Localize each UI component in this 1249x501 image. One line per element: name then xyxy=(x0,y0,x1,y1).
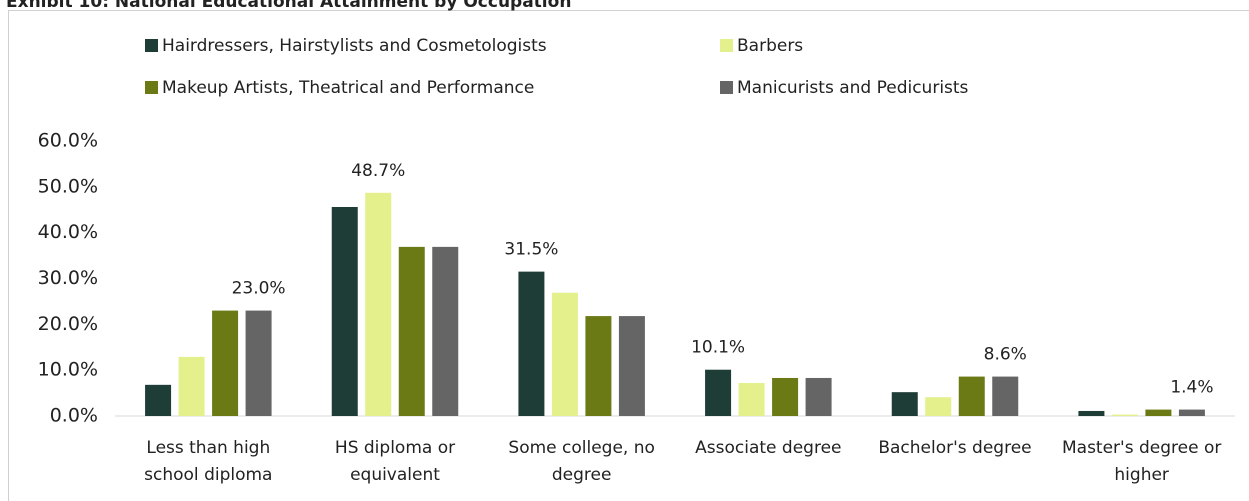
bar xyxy=(145,384,172,416)
bar xyxy=(398,246,425,416)
data-label: 1.4% xyxy=(1170,378,1213,398)
bar xyxy=(1178,409,1205,416)
y-tick-label: 0.0% xyxy=(50,405,98,427)
y-tick-label: 40.0% xyxy=(38,221,98,243)
bar xyxy=(212,310,239,416)
legend-swatch xyxy=(720,81,733,94)
legend-swatch xyxy=(145,81,158,94)
bar xyxy=(1111,414,1138,416)
bar xyxy=(551,292,578,416)
x-tick-label: Master's degree or higher xyxy=(1062,438,1221,485)
data-label: 10.1% xyxy=(691,338,745,358)
legend-swatch xyxy=(145,39,158,52)
bar xyxy=(891,392,918,416)
bar xyxy=(618,316,645,416)
bar xyxy=(365,192,392,416)
x-tick-label: Bachelor's degree xyxy=(878,438,1031,458)
data-label: 48.7% xyxy=(351,161,405,181)
y-tick-label: 20.0% xyxy=(38,313,98,335)
bar xyxy=(705,369,732,416)
bar xyxy=(1078,410,1105,416)
legend-label: Hairdressers, Hairstylists and Cosmetolo… xyxy=(162,36,547,56)
bar xyxy=(772,377,799,416)
bar xyxy=(585,316,612,416)
chart-title: Exhibit 10: National Educational Attainm… xyxy=(6,0,571,12)
bar xyxy=(958,376,985,416)
x-tick-label-line: school diploma xyxy=(144,465,272,485)
x-tick-label-line: equivalent xyxy=(350,465,440,485)
data-label: 8.6% xyxy=(984,345,1027,365)
bar xyxy=(925,397,952,416)
x-tick-label: Some college, no degree xyxy=(508,438,655,485)
data-label: 31.5% xyxy=(504,240,558,260)
bar xyxy=(432,246,459,416)
y-tick-label: 30.0% xyxy=(38,267,98,289)
x-tick-label-line: Less than high xyxy=(146,438,270,458)
bar xyxy=(805,377,832,416)
bar xyxy=(331,207,358,416)
data-label: 23.0% xyxy=(232,279,286,299)
x-tick-label-line: degree xyxy=(552,465,612,485)
legend-label: Makeup Artists, Theatrical and Performan… xyxy=(162,78,534,98)
x-tick-label-line: Master's degree or xyxy=(1062,438,1221,458)
chart-border xyxy=(8,10,1249,501)
legend-swatch xyxy=(720,39,733,52)
y-tick-label: 10.0% xyxy=(38,359,98,381)
y-tick-label: 60.0% xyxy=(38,130,98,152)
x-tick-label-line: HS diploma or xyxy=(335,438,455,458)
bar xyxy=(992,376,1019,416)
x-tick-label-line: Some college, no xyxy=(508,438,655,458)
x-tick-label: HS diploma or equivalent xyxy=(335,438,455,485)
x-tick-label-line: higher xyxy=(1114,465,1169,485)
bar xyxy=(178,356,205,416)
bar xyxy=(1145,409,1172,416)
bar xyxy=(245,310,272,416)
x-tick-label: Less than high school diploma xyxy=(144,438,272,485)
x-tick-label: Associate degree xyxy=(695,438,841,458)
bar xyxy=(738,383,765,416)
legend-label: Barbers xyxy=(737,36,803,56)
bar xyxy=(518,271,545,416)
legend-label: Manicurists and Pedicurists xyxy=(737,78,969,98)
y-tick-label: 50.0% xyxy=(38,175,98,197)
